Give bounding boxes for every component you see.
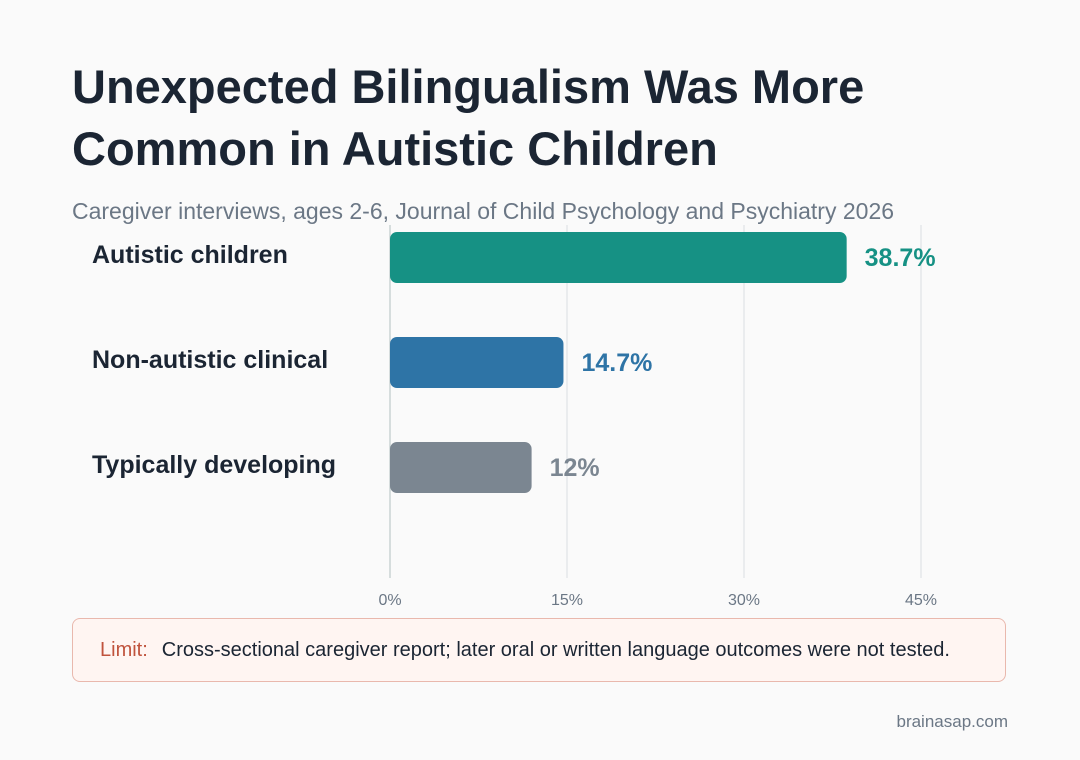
value-label: 12% bbox=[550, 454, 600, 482]
chart-subtitle: Caregiver interviews, ages 2-6, Journal … bbox=[72, 198, 895, 224]
category-label: Typically developing bbox=[92, 451, 336, 479]
limitation-tag: Limit: bbox=[100, 638, 148, 661]
bar-chart: 0% 15% 30% 45% Autistic children 38.7% Non-aut… bbox=[92, 225, 937, 609]
limitation-text: Cross-sectional caregiver report; later … bbox=[161, 638, 950, 661]
bar bbox=[390, 442, 532, 493]
chart-title: Unexpected Bilingualism Was More Common … bbox=[72, 60, 865, 175]
x-tick-label: 30% bbox=[728, 592, 760, 609]
value-label: 38.7% bbox=[865, 244, 936, 272]
bars bbox=[390, 232, 847, 493]
labels: 0% 15% 30% 45% Autistic children 38.7% Non-aut… bbox=[92, 241, 937, 609]
value-label: 14.7% bbox=[581, 349, 652, 377]
source-credit: brainasap.com bbox=[896, 712, 1008, 731]
x-tick-label: 45% bbox=[905, 592, 937, 609]
grid-lines bbox=[389, 225, 922, 578]
x-tick-label: 15% bbox=[551, 592, 583, 609]
bar bbox=[390, 337, 564, 388]
category-label: Non-autistic clinical bbox=[92, 346, 328, 374]
bar bbox=[390, 232, 847, 283]
x-tick-label: 0% bbox=[378, 592, 401, 609]
category-label: Autistic children bbox=[92, 241, 288, 269]
limitation-note: Limit: Cross-sectional caregiver report;… bbox=[72, 618, 1006, 682]
